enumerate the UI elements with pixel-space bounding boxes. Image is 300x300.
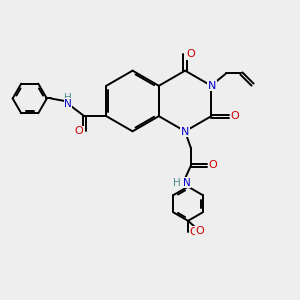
Text: O: O	[74, 126, 83, 136]
Text: O: O	[195, 226, 204, 236]
Text: O: O	[189, 227, 198, 237]
Text: N: N	[181, 127, 189, 137]
Text: O: O	[186, 50, 195, 59]
Text: N: N	[64, 99, 72, 109]
Text: N: N	[208, 81, 216, 91]
Text: O: O	[208, 160, 217, 170]
Text: H: H	[64, 93, 72, 103]
Text: O: O	[230, 111, 239, 121]
Text: N: N	[183, 178, 190, 188]
Text: H: H	[173, 178, 181, 188]
